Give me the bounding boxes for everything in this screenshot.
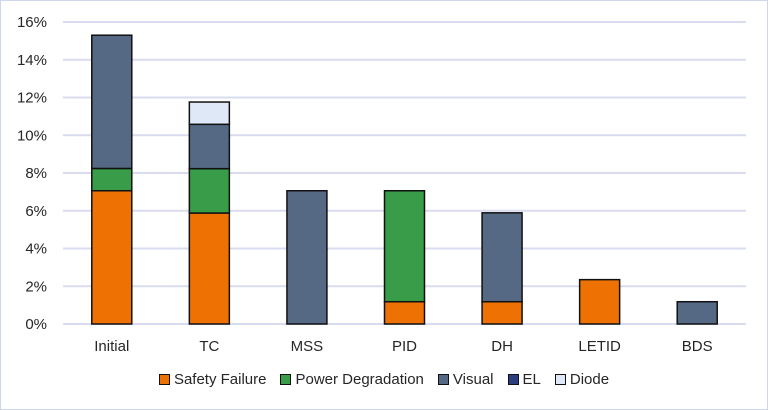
bar-segment-visual-tc	[188, 123, 231, 170]
x-tick-label: MSS	[291, 338, 324, 355]
legend-label: Diode	[569, 371, 610, 388]
bar-segment-safety-failure-letid	[578, 278, 621, 325]
y-tick-label: 4%	[25, 241, 47, 258]
bar-segment-safety-failure-pid	[383, 300, 426, 325]
legend-label: Power Degradation	[295, 371, 424, 388]
legend-swatch	[437, 374, 449, 385]
y-tick-label: 0%	[25, 316, 47, 333]
y-tick-label: 2%	[25, 278, 47, 295]
x-tick-label: DH	[491, 338, 513, 355]
legend-item: Safety Failure	[158, 371, 267, 388]
y-tick-label: 8%	[25, 165, 47, 182]
legend-label: Visual	[452, 371, 494, 388]
legend-item: Visual	[437, 371, 494, 388]
bar-segment-safety-failure-dh	[481, 300, 523, 325]
bar-segment-power-degradation-tc	[188, 167, 231, 214]
legend-swatch	[280, 374, 292, 385]
legend-label: EL	[522, 371, 541, 388]
legend-item: Diode	[554, 371, 610, 388]
bar-segment-power-degradation-pid	[383, 189, 426, 303]
x-tick-label: BDS	[682, 338, 713, 355]
bar-segment-visual-bds	[676, 300, 718, 325]
stacked-bar-chart: 0% 2% 4% 6% 8% 10% 12% 14% 16% Initial TC MSS PID DH…	[17, 14, 746, 355]
y-tick-label: 12%	[17, 90, 47, 107]
bar-segment-safety-failure-initial	[91, 189, 133, 325]
legend-item: Power Degradation	[280, 371, 424, 388]
y-tick-label: 6%	[25, 203, 47, 220]
x-tick-label: LETID	[578, 338, 621, 355]
legend-swatch	[158, 374, 170, 385]
legend-swatch	[507, 374, 519, 385]
legend-item: EL	[507, 371, 541, 388]
legend-swatch	[554, 374, 566, 385]
legend: Safety Failure Power Degradation Visual EL D…	[0, 371, 768, 388]
x-tick-label: Initial	[94, 338, 129, 355]
x-tick-label: PID	[392, 338, 417, 355]
bar-segment-safety-failure-tc	[188, 212, 231, 325]
bar-segment-visual-dh	[481, 212, 523, 303]
y-tick-label: 14%	[17, 52, 47, 69]
x-tick-label: TC	[199, 338, 219, 355]
bar-segment-diode-tc	[188, 101, 231, 126]
bar-segment-visual-initial	[91, 34, 133, 170]
legend-label: Safety Failure	[173, 371, 267, 388]
y-tick-label: 10%	[17, 127, 47, 144]
bar-segment-power-degradation-initial	[91, 167, 133, 192]
bar-segment-visual-mss	[286, 189, 328, 325]
y-tick-label: 16%	[17, 14, 47, 31]
